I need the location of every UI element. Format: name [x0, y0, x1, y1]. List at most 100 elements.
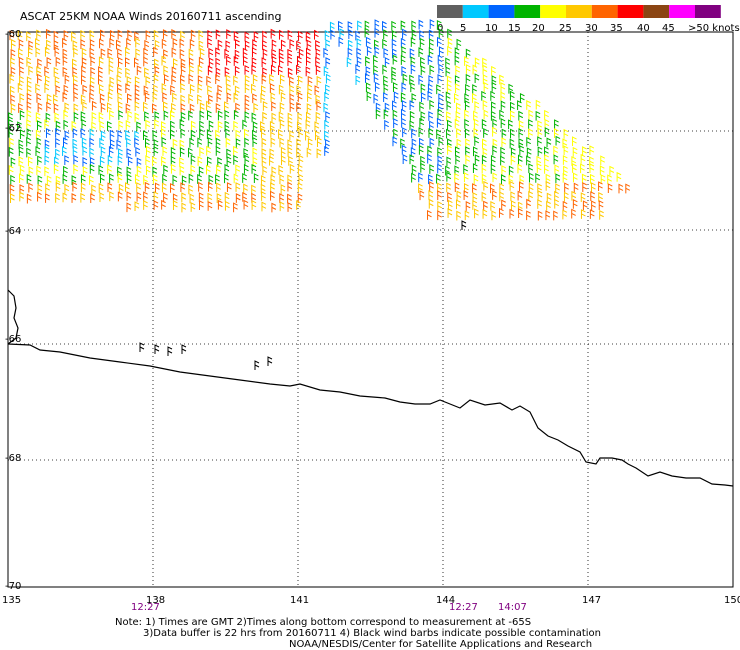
wind-barb [573, 182, 579, 193]
wind-barb [271, 166, 277, 177]
wind-barb [563, 145, 569, 156]
wind-barb [428, 47, 434, 57]
wind-barb [455, 83, 460, 94]
wind-barb [420, 56, 425, 67]
wind-barb [10, 66, 16, 77]
wind-barb [172, 200, 178, 210]
wind-barb [207, 201, 213, 211]
wind-barb [98, 74, 103, 85]
wind-barb [208, 174, 214, 185]
wind-barb [572, 136, 577, 147]
wind-barb [208, 94, 213, 105]
wind-barb [244, 83, 250, 94]
wind-barb [298, 173, 304, 184]
wind-barb [491, 210, 497, 221]
wind-barb [324, 119, 330, 130]
wind-barb [305, 130, 310, 141]
wind-barb [500, 146, 506, 157]
wind-barb [428, 128, 434, 138]
wind-barb [482, 138, 487, 149]
wind-barb [461, 220, 467, 230]
wind-barb [224, 200, 230, 211]
wind-barb [260, 121, 265, 131]
wind-barb [198, 166, 204, 177]
wind-barb [420, 83, 426, 94]
wind-barb [355, 30, 361, 41]
wind-barb [400, 55, 406, 65]
wind-barb [170, 85, 175, 95]
wind-barb [562, 155, 568, 165]
wind-barb [73, 47, 78, 58]
wind-barb [163, 110, 169, 121]
wind-barb [428, 75, 434, 85]
wind-barb [509, 208, 515, 219]
wind-barb [427, 83, 433, 94]
wind-barb [180, 30, 185, 41]
wind-barb [374, 81, 380, 92]
wind-barb [224, 110, 230, 120]
wind-barb [314, 85, 320, 96]
wind-barb [436, 129, 441, 139]
wind-barb [161, 55, 167, 66]
wind-barb [9, 30, 15, 41]
wind-barb [37, 191, 42, 202]
wind-barb [373, 93, 379, 104]
wind-barb [89, 29, 95, 40]
wind-barb [510, 110, 515, 121]
wind-barb [447, 28, 452, 39]
wind-barb [251, 200, 257, 210]
wind-barb [244, 31, 250, 42]
wind-barb [607, 183, 613, 194]
wind-barb [91, 100, 97, 111]
legend-swatch [591, 5, 618, 18]
wind-barb [391, 73, 397, 84]
wind-barb [271, 112, 277, 123]
wind-barb [207, 192, 213, 203]
wind-barb [365, 66, 371, 76]
wind-barb [19, 75, 24, 86]
wind-barb [261, 148, 267, 158]
wind-barb [80, 111, 86, 122]
wind-barb [207, 85, 212, 95]
wind-barb [215, 67, 221, 78]
wind-barb [499, 74, 504, 85]
wind-barb [167, 346, 173, 356]
wind-barb [554, 119, 559, 130]
wind-barb [127, 110, 133, 121]
wind-barb [26, 93, 32, 103]
wind-barb [89, 147, 95, 158]
legend-label: 15 [508, 23, 521, 34]
wind-barb [315, 56, 320, 67]
wind-barb [55, 56, 61, 67]
wind-barb [54, 112, 60, 123]
wind-barb [446, 128, 451, 139]
wind-barb [216, 92, 222, 103]
wind-barb [500, 118, 506, 128]
wind-barb [365, 36, 371, 47]
wind-barb [325, 57, 331, 67]
pass-time: 14:07 [498, 602, 527, 613]
wind-barb [44, 166, 50, 177]
wind-barb [401, 46, 407, 56]
wind-barb [517, 100, 522, 110]
wind-barb [189, 103, 195, 114]
legend-label: 5 [460, 23, 466, 34]
wind-barb [98, 183, 104, 193]
wind-barb [420, 65, 426, 76]
wind-barb [555, 183, 560, 194]
wind-barb [298, 30, 303, 41]
wind-barb [347, 21, 353, 31]
wind-barb [297, 112, 303, 123]
wind-barb [26, 84, 32, 95]
wind-barb [315, 94, 321, 105]
wind-barb [252, 93, 257, 104]
wind-barb [18, 103, 23, 113]
wind-barb [181, 344, 187, 354]
wind-barb [373, 64, 378, 75]
wind-barb [447, 37, 453, 48]
wind-barb [454, 146, 460, 157]
wind-barb [252, 156, 258, 167]
wind-barb [519, 181, 524, 192]
wind-barb [117, 155, 123, 166]
lon-label: 150 [724, 595, 740, 606]
